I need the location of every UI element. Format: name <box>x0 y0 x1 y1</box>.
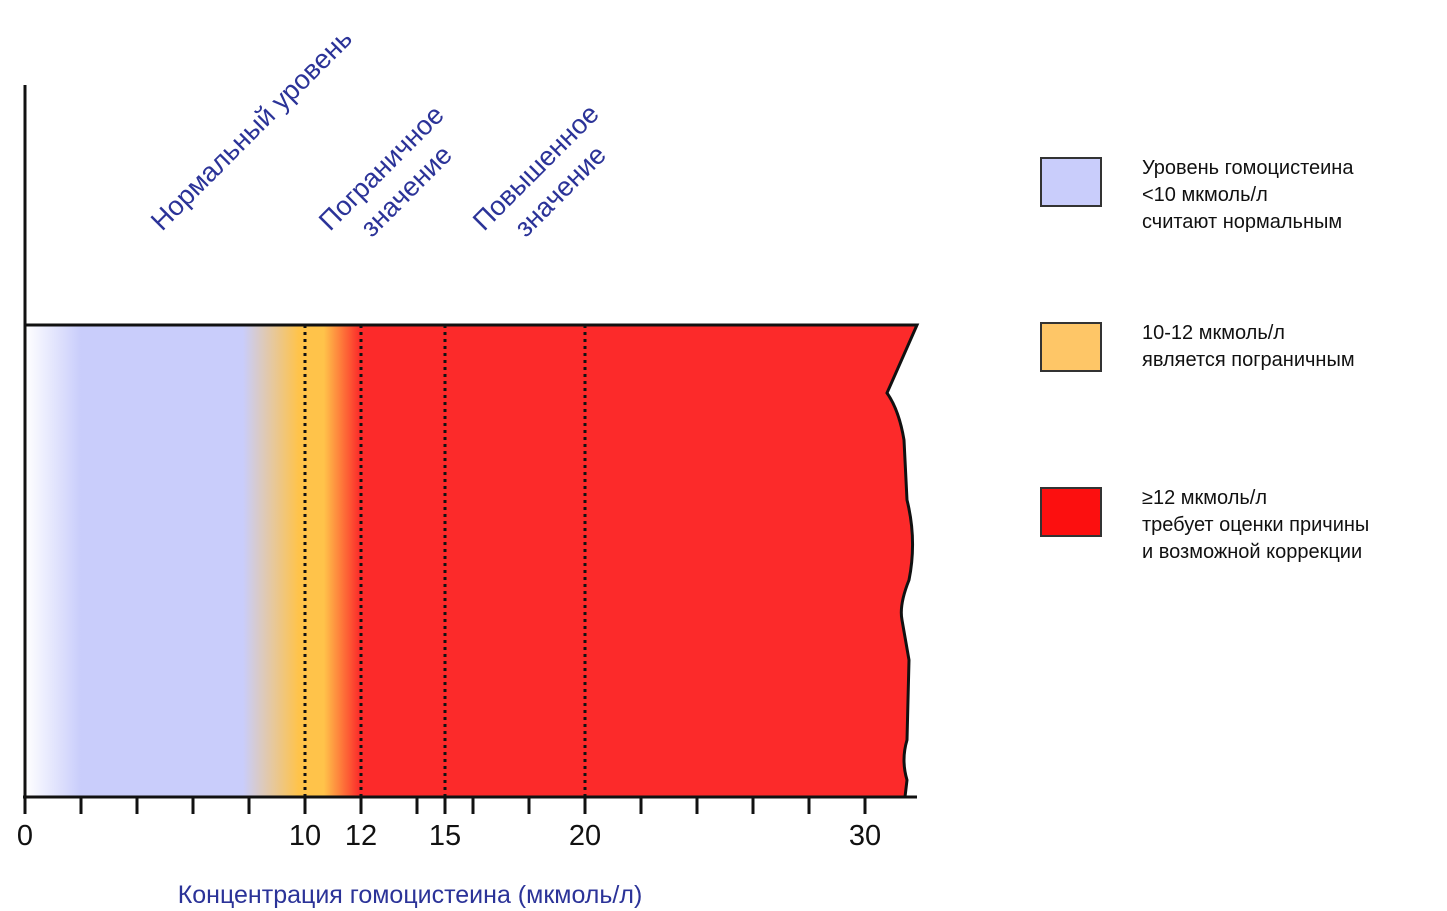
x-tick-label: 0 <box>17 820 33 852</box>
x-axis: 0 10 12 15 20 30 <box>17 85 917 852</box>
legend-swatch <box>1040 157 1102 207</box>
legend-text: ≥12 мкмоль/л требует оценки причины и возм… <box>1142 485 1369 566</box>
legend-swatch <box>1040 487 1102 537</box>
band-layer <box>23 323 920 799</box>
legend-text-line: ≥12 мкмоль/л <box>1142 487 1268 509</box>
x-tick-label: 20 <box>569 820 601 852</box>
x-tick-label: 12 <box>345 820 377 852</box>
legend-text-line: считают нормальным <box>1142 211 1343 233</box>
legend-text: 10-12 мкмоль/л является пограничным <box>1142 320 1355 374</box>
legend-text-line: и возможной коррекции <box>1142 541 1363 563</box>
x-tick-label: 10 <box>289 820 321 852</box>
legend-swatch <box>1040 322 1102 372</box>
legend-text-line: требует оценки причины <box>1142 514 1370 536</box>
legend-text-line: Уровень гомоцистеина <box>1142 157 1354 179</box>
legend-text-line: <10 мкмоль/л <box>1142 184 1268 206</box>
x-tick-label: 30 <box>849 820 881 852</box>
legend-text-line: является пограничным <box>1142 349 1355 371</box>
legend-text: Уровень гомоцистеина <10 мкмоль/л считают … <box>1142 155 1353 236</box>
concentration-band <box>23 323 920 799</box>
x-axis-title: Концентрация гомоцистеина (мкмоль/л) <box>178 881 643 909</box>
legend-text-line: 10-12 мкмоль/л <box>1142 322 1285 344</box>
reference-lines <box>303 325 587 797</box>
x-tick-label: 15 <box>429 820 461 852</box>
